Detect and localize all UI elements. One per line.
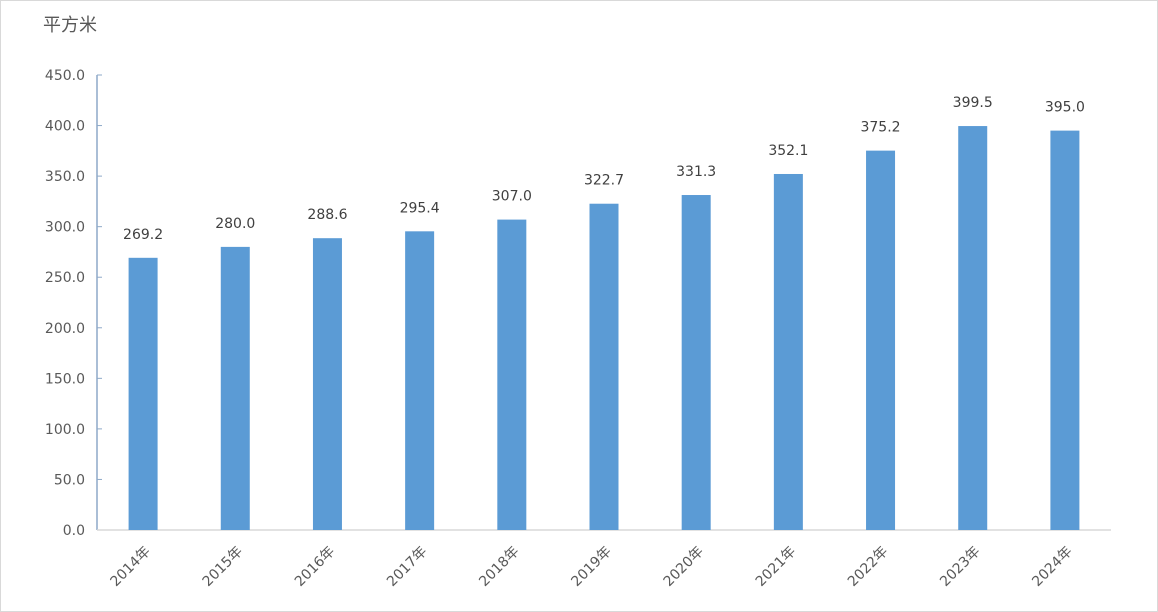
data-label: 288.6 <box>307 207 347 223</box>
data-label: 295.4 <box>400 200 440 216</box>
x-tick-label: 2021年 <box>753 544 799 590</box>
x-tick-label: 2017年 <box>384 544 430 590</box>
bar <box>312 238 342 530</box>
bar <box>681 195 711 530</box>
data-label: 395.0 <box>1045 100 1085 116</box>
y-tick-label: 100.0 <box>45 422 85 438</box>
x-tick-label: 2015年 <box>200 544 246 590</box>
bar <box>405 231 435 530</box>
x-tick-label: 2020年 <box>661 544 707 590</box>
data-label: 331.3 <box>676 164 716 180</box>
y-tick-label: 400.0 <box>45 119 85 135</box>
bar <box>1050 130 1080 530</box>
data-label: 269.2 <box>123 227 163 243</box>
x-tick-label: 2016年 <box>292 544 338 590</box>
bar <box>866 150 896 530</box>
x-tick-label: 2019年 <box>568 544 614 590</box>
x-tick-label: 2024年 <box>1029 544 1075 590</box>
x-tick-label: 2018年 <box>476 544 522 590</box>
y-tick-label: 200.0 <box>45 321 85 337</box>
x-tick-label: 2022年 <box>845 544 891 590</box>
y-tick-label: 450.0 <box>45 68 85 84</box>
data-label: 399.5 <box>953 95 993 111</box>
y-axis-unit-label: 平方米 <box>43 15 97 36</box>
bar <box>220 246 250 530</box>
bar <box>958 126 988 531</box>
data-label: 280.0 <box>215 216 255 232</box>
x-tick-label: 2023年 <box>937 544 983 590</box>
y-tick-label: 0.0 <box>63 523 85 539</box>
y-tick-label: 300.0 <box>45 220 85 236</box>
x-tick-label: 2014年 <box>108 544 154 590</box>
bar <box>497 219 527 531</box>
y-tick-label: 350.0 <box>45 169 85 185</box>
y-tick-label: 250.0 <box>45 270 85 286</box>
data-label: 352.1 <box>768 143 808 159</box>
data-label: 307.0 <box>492 189 532 205</box>
bar <box>128 257 158 530</box>
y-tick-label: 150.0 <box>45 371 85 387</box>
data-label: 322.7 <box>584 173 624 189</box>
data-label: 375.2 <box>860 120 900 136</box>
y-tick-label: 50.0 <box>54 472 85 488</box>
bar <box>773 173 803 530</box>
bar <box>589 203 619 530</box>
